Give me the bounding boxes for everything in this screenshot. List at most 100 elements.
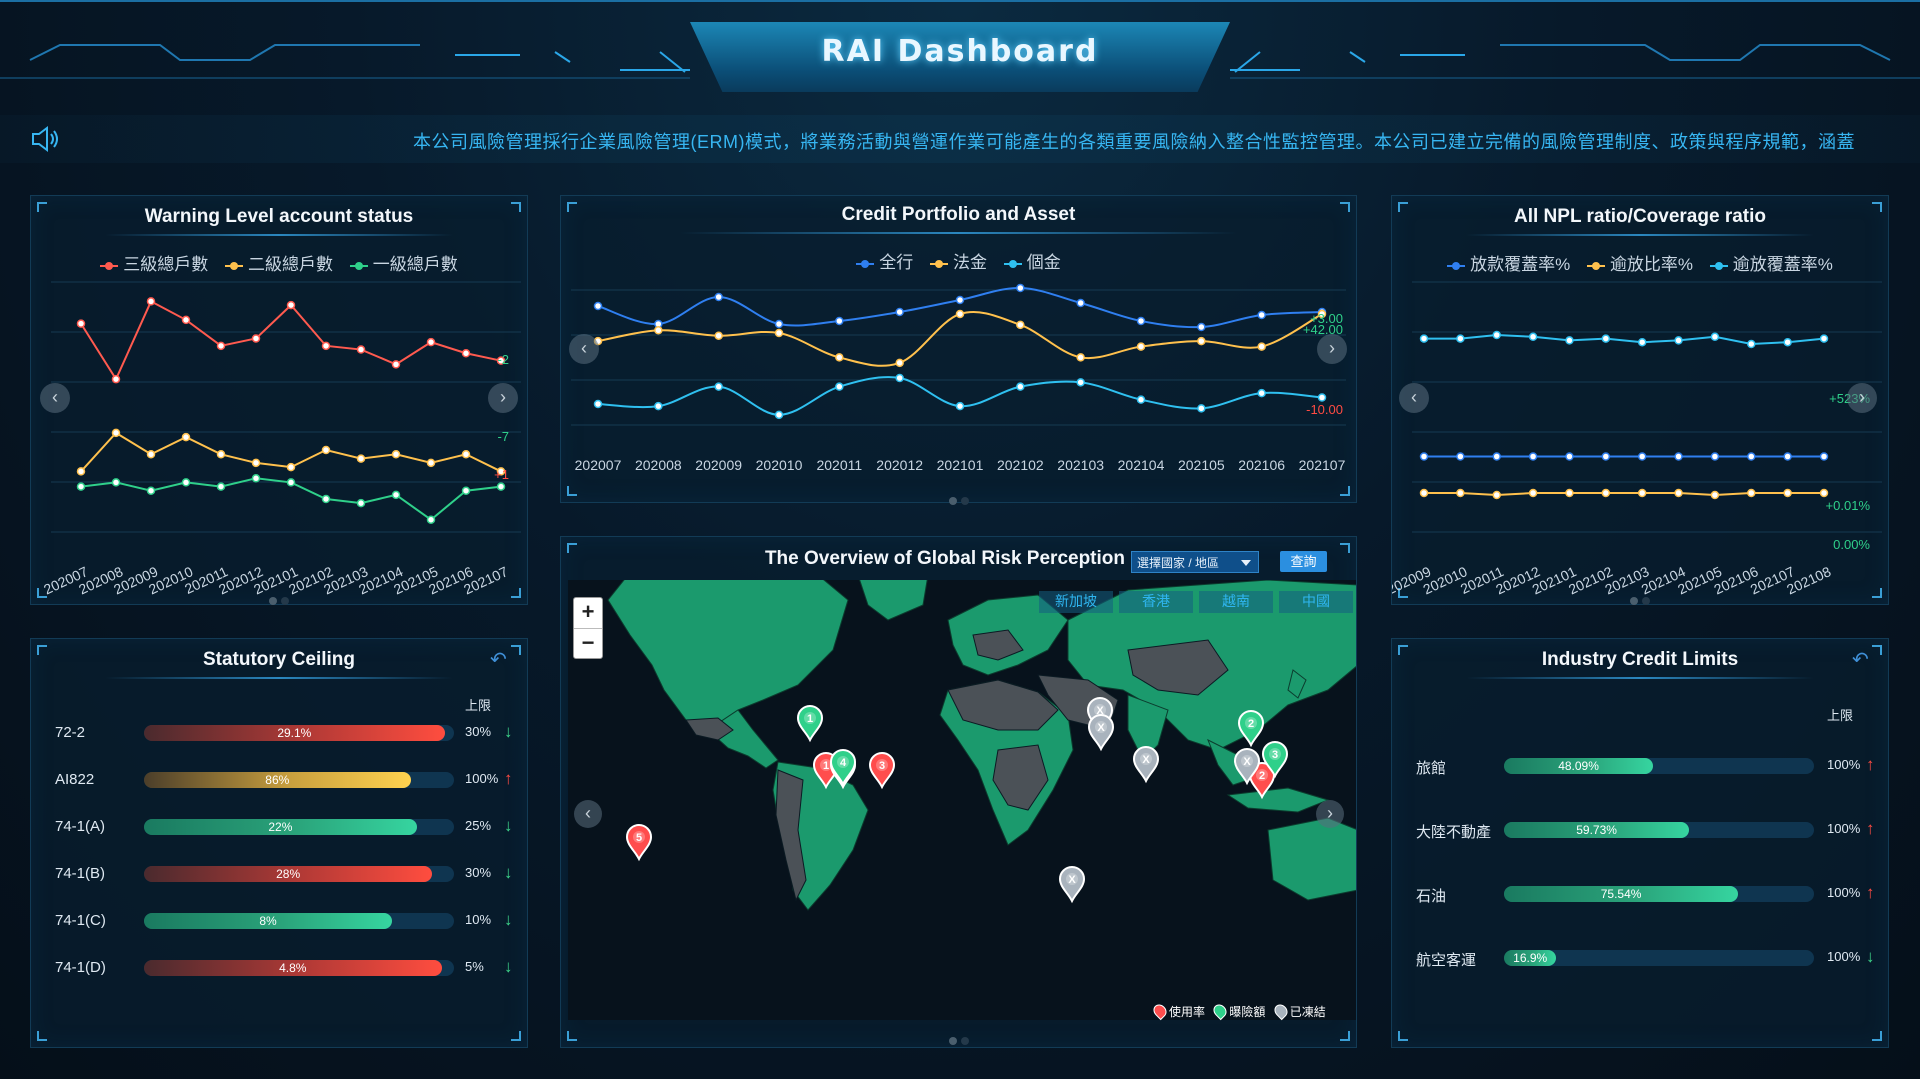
data-point[interactable] <box>1197 322 1206 332</box>
data-point[interactable] <box>1016 320 1025 330</box>
data-point[interactable] <box>496 482 506 491</box>
data-point[interactable] <box>216 341 226 351</box>
data-point[interactable] <box>1419 334 1429 343</box>
legend-item[interactable]: 法金 <box>930 248 987 273</box>
data-point[interactable] <box>1016 283 1025 293</box>
data-point[interactable] <box>1601 452 1611 461</box>
data-point[interactable] <box>1016 382 1025 391</box>
data-point[interactable] <box>1819 488 1829 498</box>
data-point[interactable] <box>1136 342 1146 351</box>
data-point[interactable] <box>461 486 471 495</box>
data-point[interactable] <box>321 445 331 455</box>
data-point[interactable] <box>1783 452 1792 461</box>
data-point[interactable] <box>1710 490 1720 500</box>
data-point[interactable] <box>426 515 436 524</box>
map-pager[interactable] <box>560 1032 1357 1050</box>
data-point[interactable] <box>1674 452 1683 461</box>
data-point[interactable] <box>1601 488 1611 498</box>
query-button[interactable]: 查詢 <box>1280 551 1327 572</box>
data-point[interactable] <box>1257 310 1266 320</box>
next-arrow-icon[interactable]: › <box>1316 800 1344 828</box>
data-point[interactable] <box>76 319 86 328</box>
data-point[interactable] <box>426 458 436 468</box>
data-point[interactable] <box>111 374 121 384</box>
data-point[interactable] <box>1197 336 1206 346</box>
data-point[interactable] <box>1710 332 1720 342</box>
prev-arrow-icon[interactable]: ‹ <box>569 334 599 364</box>
data-point[interactable] <box>593 399 603 409</box>
data-point[interactable] <box>1076 298 1085 308</box>
data-point[interactable] <box>356 498 366 508</box>
data-point[interactable] <box>1783 337 1792 347</box>
data-point[interactable] <box>146 450 156 459</box>
data-point[interactable] <box>146 297 156 306</box>
data-point[interactable] <box>76 482 86 491</box>
statutory-row[interactable]: AI822 86% 100% ↑ <box>31 767 527 793</box>
industry-row[interactable]: 航空客運 16.9% 100% ↓ <box>1392 945 1888 971</box>
data-point[interactable] <box>1076 353 1085 362</box>
data-point[interactable] <box>216 450 226 459</box>
data-point[interactable] <box>714 331 723 340</box>
data-point[interactable] <box>774 410 784 420</box>
data-point[interactable] <box>1492 330 1501 340</box>
data-point[interactable] <box>1565 452 1574 461</box>
industry-row[interactable]: 大陸不動產 59.73% 100% ↑ <box>1392 817 1888 843</box>
zoom-out-button[interactable]: − <box>574 628 602 658</box>
data-point[interactable] <box>111 428 121 438</box>
chart-pager[interactable] <box>561 492 1356 510</box>
next-arrow-icon[interactable]: › <box>1847 383 1877 413</box>
country-button[interactable]: 越南 <box>1199 591 1273 613</box>
country-button[interactable]: 中國 <box>1279 591 1353 613</box>
data-point[interactable] <box>496 356 506 365</box>
data-point[interactable] <box>654 326 663 335</box>
data-point[interactable] <box>714 292 723 302</box>
country-select[interactable]: 選擇國家 / 地區 <box>1131 551 1259 573</box>
statutory-row[interactable]: 72-2 29.1% 30% ↓ <box>31 720 527 746</box>
data-point[interactable] <box>251 474 261 483</box>
legend-item[interactable]: 三級總戶數 <box>100 250 208 275</box>
chart-pager[interactable] <box>1392 592 1888 610</box>
data-point[interactable] <box>1819 334 1829 343</box>
data-point[interactable] <box>1136 395 1146 404</box>
statutory-row[interactable]: 74-1(D) 4.8% 5% ↓ <box>31 955 527 981</box>
chart-pager[interactable] <box>31 592 527 610</box>
data-point[interactable] <box>181 432 191 442</box>
statutory-row[interactable]: 74-1(B) 28% 30% ↓ <box>31 861 527 887</box>
data-point[interactable] <box>1565 488 1574 498</box>
data-point[interactable] <box>1565 336 1574 345</box>
data-point[interactable] <box>1637 488 1647 498</box>
data-point[interactable] <box>714 382 723 391</box>
data-point[interactable] <box>391 360 401 369</box>
data-point[interactable] <box>955 401 965 411</box>
data-point[interactable] <box>1528 452 1538 461</box>
data-point[interactable] <box>1637 452 1647 461</box>
data-point[interactable] <box>835 353 844 362</box>
data-point[interactable] <box>426 337 436 347</box>
prev-arrow-icon[interactable]: ‹ <box>1399 383 1429 413</box>
data-point[interactable] <box>1317 309 1327 319</box>
data-point[interactable] <box>1819 452 1829 461</box>
back-icon[interactable]: ↶ <box>1852 649 1869 671</box>
country-button[interactable]: 新加坡 <box>1039 591 1113 613</box>
data-point[interactable] <box>251 458 261 468</box>
data-point[interactable] <box>356 345 366 354</box>
data-point[interactable] <box>356 454 366 463</box>
data-point[interactable] <box>895 307 904 317</box>
prev-arrow-icon[interactable]: ‹ <box>574 800 602 828</box>
data-point[interactable] <box>286 462 296 472</box>
world-map[interactable] <box>568 580 1356 1020</box>
data-point[interactable] <box>1528 332 1538 342</box>
data-point[interactable] <box>286 478 296 487</box>
legend-item[interactable]: 一級總戶數 <box>349 250 458 275</box>
data-point[interactable] <box>76 467 86 476</box>
data-point[interactable] <box>286 300 296 310</box>
data-point[interactable] <box>1747 452 1756 461</box>
data-point[interactable] <box>835 382 844 391</box>
data-point[interactable] <box>251 334 261 343</box>
speaker-icon[interactable] <box>30 125 60 153</box>
country-button[interactable]: 香港 <box>1119 591 1193 613</box>
industry-row[interactable]: 旅館 48.09% 100% ↑ <box>1392 753 1888 779</box>
statutory-row[interactable]: 74-1(C) 8% 10% ↓ <box>31 908 527 934</box>
data-point[interactable] <box>1747 339 1756 349</box>
data-point[interactable] <box>1257 388 1266 398</box>
